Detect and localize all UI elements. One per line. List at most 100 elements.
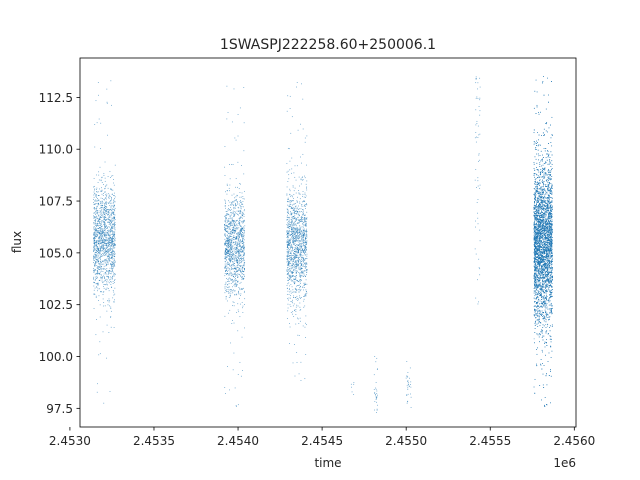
data-point: [233, 200, 235, 202]
data-point: [293, 232, 295, 233]
data-point: [286, 171, 288, 173]
data-point: [295, 254, 297, 256]
data-point: [108, 224, 110, 225]
data-point: [294, 232, 296, 234]
data-point: [303, 240, 304, 242]
data-point: [242, 265, 244, 266]
data-point: [95, 196, 97, 197]
data-point: [110, 263, 111, 264]
data-point: [99, 262, 101, 264]
data-point: [112, 290, 114, 292]
data-point: [291, 207, 293, 209]
data-point: [95, 295, 97, 297]
data-point: [290, 301, 292, 302]
data-point: [233, 322, 235, 324]
data-point: [301, 267, 303, 269]
data-point: [100, 250, 101, 251]
data-point: [294, 206, 296, 207]
data-point: [99, 266, 100, 268]
data-point: [110, 239, 112, 241]
data-point: [293, 242, 294, 244]
data-point: [225, 225, 227, 226]
data-point: [108, 239, 110, 240]
data-point: [106, 101, 108, 103]
data-point: [305, 244, 307, 245]
data-point: [240, 248, 241, 250]
data-point: [303, 287, 305, 288]
data-point: [227, 255, 229, 257]
data-point: [286, 208, 288, 210]
data-point: [243, 249, 245, 251]
data-point: [96, 287, 98, 288]
data-point: [240, 257, 242, 259]
data-point: [110, 264, 111, 266]
data-point: [286, 274, 288, 275]
data-point: [287, 283, 289, 285]
data-point: [97, 204, 99, 206]
data-point: [237, 277, 239, 278]
data-point: [230, 291, 232, 292]
data-point: [229, 190, 230, 192]
data-point: [97, 266, 99, 267]
data-point: [93, 198, 94, 200]
data-point: [297, 233, 298, 235]
data-point: [299, 234, 301, 235]
data-point: [227, 226, 229, 228]
data-point: [289, 258, 291, 260]
data-point: [292, 276, 294, 277]
data-point: [227, 251, 229, 253]
data-point: [232, 301, 234, 303]
data-point: [97, 224, 99, 226]
data-point: [98, 230, 99, 232]
data-point: [102, 216, 104, 218]
data-point: [289, 190, 291, 192]
data-point: [95, 250, 97, 252]
data-point: [536, 264, 538, 265]
data-point: [295, 266, 297, 268]
data-point: [286, 241, 288, 242]
data-point: [226, 247, 228, 249]
data-point: [234, 269, 236, 270]
data-point: [243, 229, 245, 231]
data-point: [97, 257, 99, 259]
data-point: [233, 229, 234, 231]
data-point: [112, 236, 113, 238]
data-point: [227, 243, 229, 245]
data-point: [109, 236, 111, 238]
data-point: [96, 187, 98, 189]
data-point: [100, 242, 102, 244]
data-point: [300, 233, 302, 234]
data-point: [112, 251, 113, 253]
data-point: [224, 261, 226, 263]
data-point: [291, 243, 292, 245]
data-point: [224, 286, 226, 288]
data-point: [287, 260, 289, 262]
data-point: [103, 287, 105, 289]
data-point: [300, 253, 302, 255]
data-point: [289, 245, 291, 247]
data-point: [292, 255, 294, 257]
data-point: [228, 292, 230, 294]
data-point: [295, 310, 297, 312]
data-point: [546, 325, 548, 327]
data-point: [239, 297, 240, 299]
data-point: [237, 276, 239, 278]
data-point: [292, 234, 294, 236]
data-point: [287, 231, 289, 232]
data-point: [229, 259, 230, 261]
data-point: [290, 132, 292, 134]
data-point: [303, 233, 304, 235]
data-point: [297, 251, 299, 253]
data-point: [233, 208, 235, 210]
data-point: [108, 270, 110, 272]
data-point: [238, 273, 240, 275]
data-point: [287, 254, 289, 256]
data-point: [229, 178, 231, 180]
data-point: [240, 183, 241, 185]
data-point: [226, 211, 228, 212]
data-point: [306, 270, 308, 271]
data-point: [228, 246, 229, 248]
data-point: [106, 226, 107, 228]
data-point: [105, 194, 106, 196]
data-point: [295, 205, 297, 207]
